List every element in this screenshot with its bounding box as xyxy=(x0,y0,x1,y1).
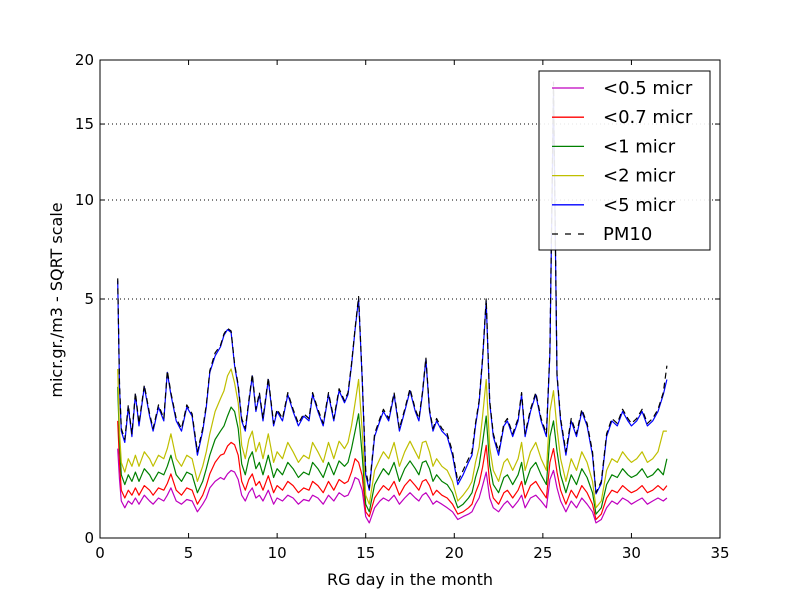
legend-box xyxy=(538,70,711,251)
x-tick-label: 0 xyxy=(95,544,105,562)
legend-label-4: <2 micr xyxy=(603,166,676,187)
y-tick-label: 0 xyxy=(84,529,94,547)
x-tick-label: 20 xyxy=(445,544,464,562)
x-tick-label: 35 xyxy=(710,544,729,562)
y-axis-label: micr.gr./m3 - SQRT scale xyxy=(47,202,66,397)
y-tick-label: 15 xyxy=(75,115,94,133)
legend: <0.5 micr <0.7 micr <1 micr <2 micr <5 micr P… xyxy=(538,70,711,251)
axis-ticks: 0 5 10 15 20 0 5 10 15 20 25 30 35 xyxy=(75,51,730,562)
x-tick-label: 15 xyxy=(356,544,375,562)
x-tick-label: 25 xyxy=(533,544,552,562)
x-tick-label: 10 xyxy=(268,544,287,562)
legend-label-2: <0.7 micr xyxy=(603,107,693,128)
x-tick-label: 5 xyxy=(184,544,194,562)
y-tick-label: 20 xyxy=(75,51,94,69)
legend-label-5: <5 micr xyxy=(603,195,676,216)
legend-label-6: PM10 xyxy=(603,224,652,245)
y-tick-label: 10 xyxy=(75,191,94,209)
series-line-3 xyxy=(117,386,668,515)
legend-label-3: <1 micr xyxy=(603,136,676,157)
series-line-6 xyxy=(117,81,668,494)
x-tick-label: 30 xyxy=(622,544,641,562)
series-line-4 xyxy=(117,368,667,509)
series-group xyxy=(117,81,668,524)
y-tick-label: 5 xyxy=(84,290,94,308)
legend-label-1: <0.5 micr xyxy=(603,78,693,99)
series-line-2 xyxy=(117,420,668,521)
series-line-1 xyxy=(117,448,668,524)
x-axis-label: RG day in the month xyxy=(327,570,493,589)
